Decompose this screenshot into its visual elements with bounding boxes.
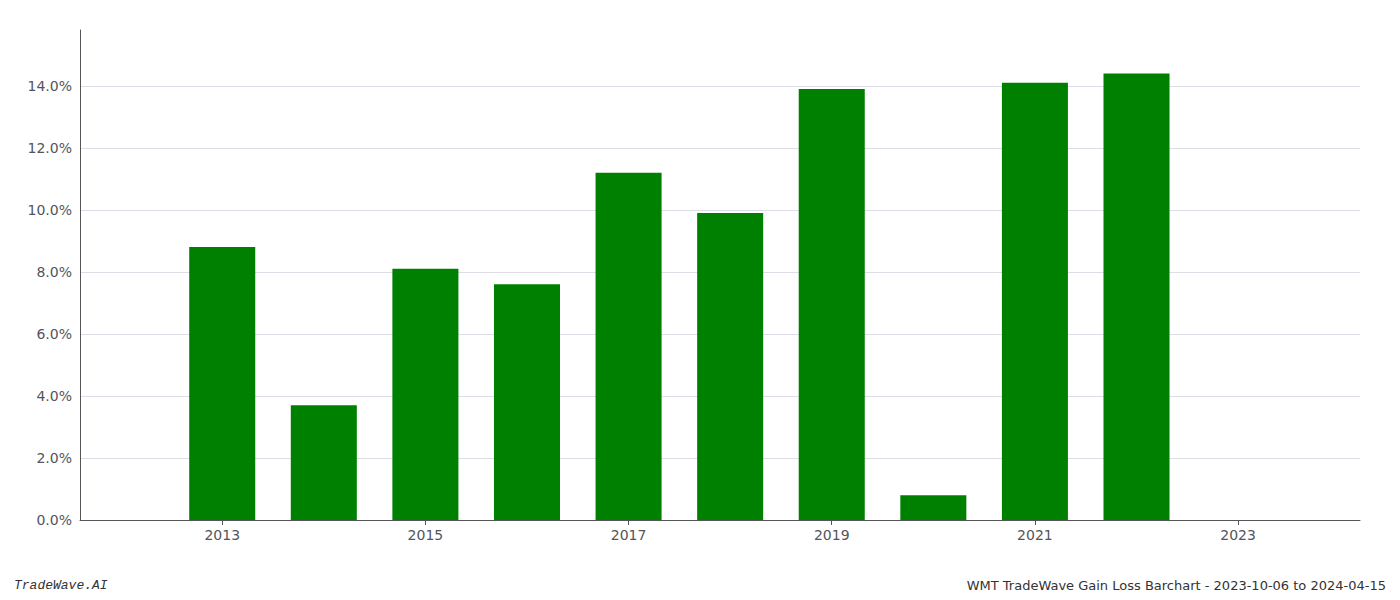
svg-text:2013: 2013: [204, 527, 240, 543]
svg-text:12.0%: 12.0%: [28, 140, 72, 156]
svg-text:0.0%: 0.0%: [36, 512, 72, 528]
svg-text:2015: 2015: [408, 527, 444, 543]
svg-text:2.0%: 2.0%: [36, 450, 72, 466]
svg-text:4.0%: 4.0%: [36, 388, 72, 404]
svg-text:8.0%: 8.0%: [36, 264, 72, 280]
svg-text:6.0%: 6.0%: [36, 326, 72, 342]
svg-text:2019: 2019: [814, 527, 850, 543]
svg-text:2017: 2017: [611, 527, 647, 543]
svg-text:2021: 2021: [1017, 527, 1053, 543]
svg-text:10.0%: 10.0%: [28, 202, 72, 218]
svg-text:2023: 2023: [1220, 527, 1256, 543]
svg-text:14.0%: 14.0%: [28, 78, 72, 94]
svg-text:TradeWave.AI: TradeWave.AI: [14, 578, 108, 593]
svg-text:WMT TradeWave Gain Loss Barcha: WMT TradeWave Gain Loss Barchart - 2023-…: [967, 578, 1386, 593]
